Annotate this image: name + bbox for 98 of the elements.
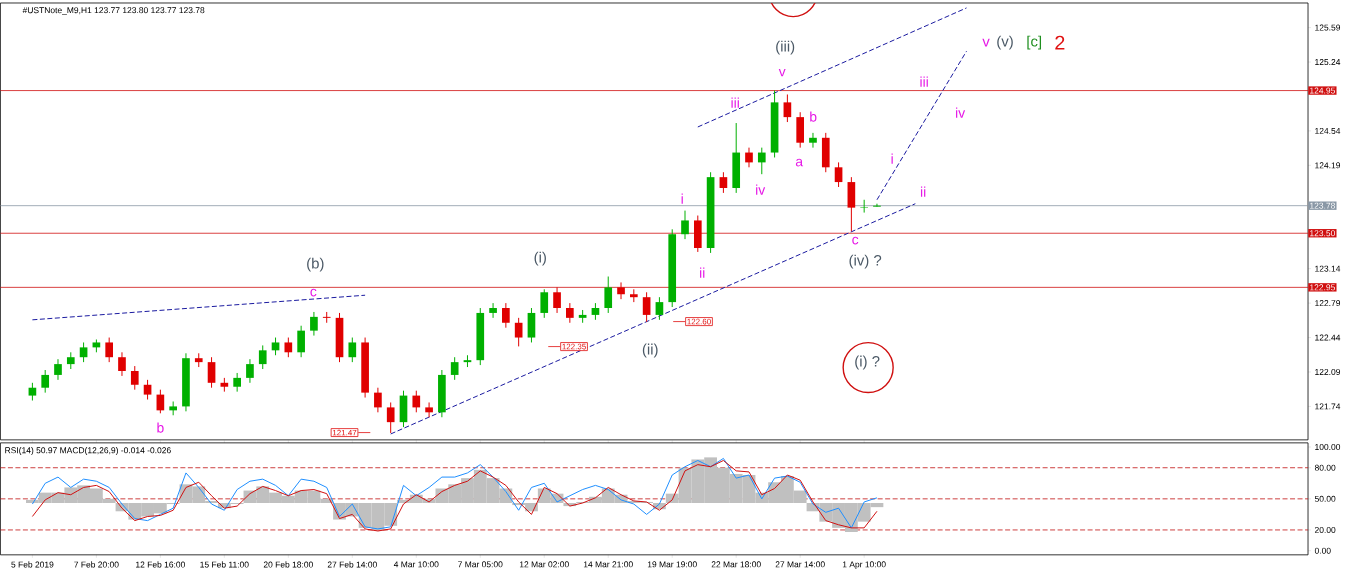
candlestick: [412, 390, 421, 413]
candlestick: [41, 369, 50, 394]
x-tick-label: 4 Mar 10:00: [393, 561, 439, 568]
annotation: 2: [1055, 35, 1065, 50]
candlestick: [246, 358, 254, 384]
candlestick: [322, 311, 331, 324]
y-tick-label: 121.74: [1315, 403, 1341, 410]
candlestick: [233, 372, 241, 393]
candlestick: [757, 147, 766, 175]
candlestick: [681, 210, 689, 240]
candlestick: [105, 337, 114, 363]
candlestick: [489, 302, 497, 319]
candlestick: [118, 351, 126, 377]
annotation: (v): [997, 35, 1013, 50]
candlestick: [425, 402, 433, 418]
candlestick: [79, 342, 88, 363]
annotation: a: [795, 158, 804, 167]
x-tick-label: 7 Mar 05:00: [458, 561, 503, 568]
annotation: ii: [920, 186, 926, 197]
candlestick: [719, 171, 728, 194]
y-tick-label: 0.00: [1314, 547, 1331, 554]
candlestick: [553, 286, 561, 314]
annotation: (i) ?: [855, 355, 880, 370]
y-tick-label: 125.59: [1315, 24, 1341, 31]
candlestick: [540, 288, 549, 319]
x-tick-label: 7 Feb 20:00: [74, 561, 119, 568]
candlestick: [745, 147, 753, 168]
candlestick: [348, 337, 357, 363]
ref-line-label: 124.95: [1310, 87, 1335, 94]
chart-title: #USTNote_M9,H1 123.77 123.80 123.77 123.78: [22, 7, 205, 15]
annotation: (iii): [776, 40, 795, 55]
candlestick: [809, 132, 817, 149]
annotation: (iv) ?: [849, 254, 882, 269]
candlestick: [284, 337, 293, 358]
candlestick: [297, 325, 305, 358]
ref-line-label: 122.95: [1310, 284, 1335, 291]
y-tick-label: 50.00: [1314, 495, 1336, 502]
annotation: b: [810, 111, 817, 122]
x-tick-label: 12 Mar 02:00: [519, 561, 569, 568]
annotation: iii: [920, 76, 928, 87]
candlestick: [502, 302, 510, 329]
annotation: (ii): [642, 343, 658, 358]
x-tick-label: 5 Feb 2019: [11, 561, 54, 568]
x-tick-label: 14 Mar 21:00: [583, 561, 633, 568]
candlestick: [873, 203, 881, 208]
candlestick: [617, 282, 625, 300]
annotation: iv: [956, 107, 966, 118]
x-tick-label: 22 Mar 18:00: [711, 561, 761, 568]
candlestick: [386, 402, 395, 434]
candlestick: [783, 94, 792, 123]
candlestick: [143, 379, 152, 401]
candlestick: [310, 311, 318, 337]
y-tick-label: 122.79: [1315, 300, 1341, 307]
annotation: i: [681, 193, 683, 204]
candlestick: [860, 199, 868, 214]
y-tick-label: 124.54: [1315, 127, 1341, 134]
x-tick-label: 1 Apr 10:00: [842, 561, 886, 570]
annotation: [c]: [1027, 35, 1042, 50]
candlestick: [655, 296, 664, 321]
y-tick-label: 124.19: [1315, 162, 1341, 169]
annotation: v: [778, 68, 786, 77]
candlestick: [604, 276, 613, 314]
candlestick: [130, 365, 139, 391]
y-tick-label: 20.00: [1314, 527, 1336, 534]
candlestick: [450, 356, 459, 381]
y-tick-label: 100.00: [1315, 444, 1341, 451]
x-tick-label: 12 Feb 16:00: [136, 561, 185, 568]
x-tick-label: 27 Feb 14:00: [327, 561, 377, 568]
candlestick: [514, 317, 523, 347]
annotation: v: [982, 38, 990, 47]
x-tick-label: 27 Mar 14:00: [775, 561, 825, 568]
annotation: i: [891, 153, 893, 164]
candlestick: [834, 161, 843, 188]
x-tick-label: 19 Mar 19:00: [647, 561, 697, 568]
chart-title: RSI(14) 50.97 MACD(12,26,9) -0.014 -0.026: [5, 447, 171, 456]
annotation: (b): [307, 257, 324, 272]
y-tick-label: 122.09: [1315, 369, 1341, 376]
candlestick: [54, 358, 62, 381]
y-tick-label: 122.44: [1315, 334, 1341, 341]
annotation: c: [310, 288, 317, 297]
ref-line-label: 123.78: [1310, 202, 1335, 209]
candlestick: [642, 291, 651, 323]
x-tick-label: 20 Feb 18:00: [263, 561, 313, 568]
x-tick-label: 15 Feb 11:00: [200, 561, 249, 568]
y-tick-label: 125.24: [1315, 59, 1341, 66]
ref-line-label: 123.50: [1310, 230, 1335, 237]
annotation: b: [157, 422, 164, 433]
annotation: ii: [700, 267, 705, 278]
annotation: c: [852, 236, 859, 245]
candlestick: [258, 344, 267, 370]
annotation: iv: [756, 184, 766, 195]
y-tick-label: 123.14: [1315, 265, 1341, 272]
annotation: (i): [534, 251, 546, 266]
annotation: iii: [731, 97, 739, 108]
y-tick-label: 80.00: [1314, 464, 1336, 471]
candlestick: [566, 302, 574, 324]
candlestick: [374, 387, 382, 413]
candlestick: [207, 356, 216, 389]
